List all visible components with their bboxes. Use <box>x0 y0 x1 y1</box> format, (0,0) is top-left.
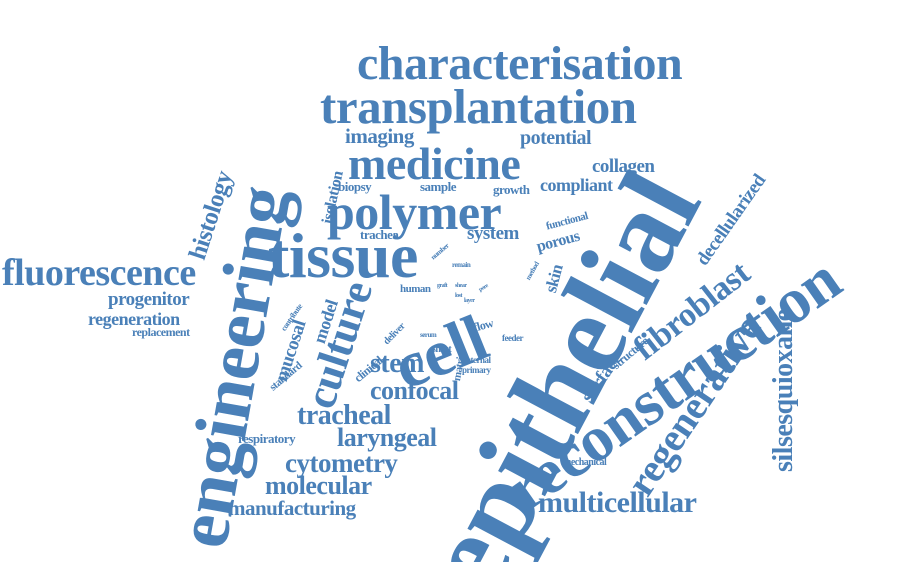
word-collagen: collagen <box>592 156 655 177</box>
word-sample: sample <box>420 179 457 194</box>
word-manufacturing: manufacturing <box>228 496 356 520</box>
word-tissue: tissue <box>268 220 418 291</box>
word-human: human <box>400 283 431 295</box>
word-layer: layer <box>464 298 475 304</box>
word-biopsy: biopsy <box>338 179 372 194</box>
word-replacement: replacement <box>132 325 190 339</box>
word-mechanical: mechanical <box>563 457 607 468</box>
word-characterisation: characterisation <box>357 37 683 90</box>
word-trachea: trachea <box>360 227 399 242</box>
word-confocal: confocal <box>370 376 459 405</box>
word-tracheal: tracheal <box>297 400 391 431</box>
word-growth: growth <box>493 182 530 197</box>
word-serum: serum <box>420 331 437 339</box>
word-transplantation: transplantation <box>320 79 637 134</box>
word-compliant: compliant <box>540 175 613 195</box>
word-respiratory: respiratory <box>238 431 296 446</box>
word-method: method <box>524 260 541 282</box>
word-system: system <box>467 223 519 244</box>
word-culture: culture <box>295 275 382 415</box>
word-cytometry: cytometry <box>285 448 398 478</box>
word-fluorescence: fluorescence <box>2 252 196 294</box>
word-shear: shear <box>455 283 467 289</box>
word-lost: lost <box>455 293 463 299</box>
word-silsesquioxane: silsesquioxane <box>768 309 799 472</box>
word-laryngeal: laryngeal <box>337 423 437 452</box>
word-internal: internal <box>464 355 491 365</box>
word-pore: pore <box>478 283 490 294</box>
word-stem: stem <box>370 348 424 379</box>
word-medicine: medicine <box>348 138 521 189</box>
word-primary: primary <box>462 365 491 375</box>
word-imaging: imaging <box>345 124 414 148</box>
word-molecular: molecular <box>265 471 372 500</box>
word-graft: graft <box>437 283 448 289</box>
word-sheet: sheet <box>432 344 452 355</box>
word-number: number <box>429 241 451 262</box>
word-progenitor: progenitor <box>108 289 190 310</box>
word-potential: potential <box>520 127 592 149</box>
word-remain: remain <box>452 261 471 269</box>
word-polymer: polymer <box>327 184 502 240</box>
word-multicellular: multicellular <box>538 486 697 519</box>
word-regeneration: regeneration <box>88 309 180 329</box>
word-feeder: feeder <box>502 333 523 343</box>
word-flow: flow <box>471 315 495 335</box>
